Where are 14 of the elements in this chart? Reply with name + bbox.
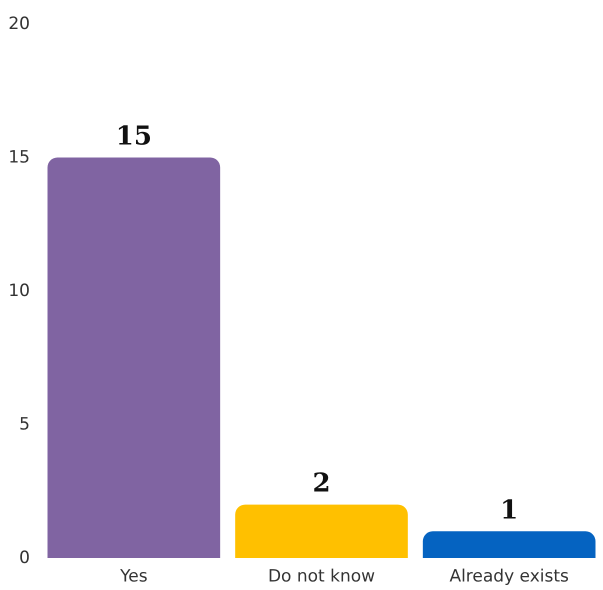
- y-tick-label: 0: [19, 548, 30, 568]
- data-label: 2: [312, 468, 331, 499]
- x-tick-label: Yes: [119, 566, 148, 586]
- bar: [235, 504, 408, 558]
- y-tick-label: 15: [8, 148, 30, 168]
- y-tick-label: 5: [19, 414, 30, 434]
- y-tick-label: 10: [8, 281, 30, 301]
- bar: [422, 531, 596, 558]
- x-tick-label: Do not know: [268, 566, 376, 586]
- x-tick-label: Already exists: [449, 566, 570, 586]
- y-tick-label: 20: [8, 14, 30, 34]
- data-label: 1: [500, 495, 518, 526]
- data-label: 15: [116, 122, 152, 152]
- bar: [48, 158, 220, 558]
